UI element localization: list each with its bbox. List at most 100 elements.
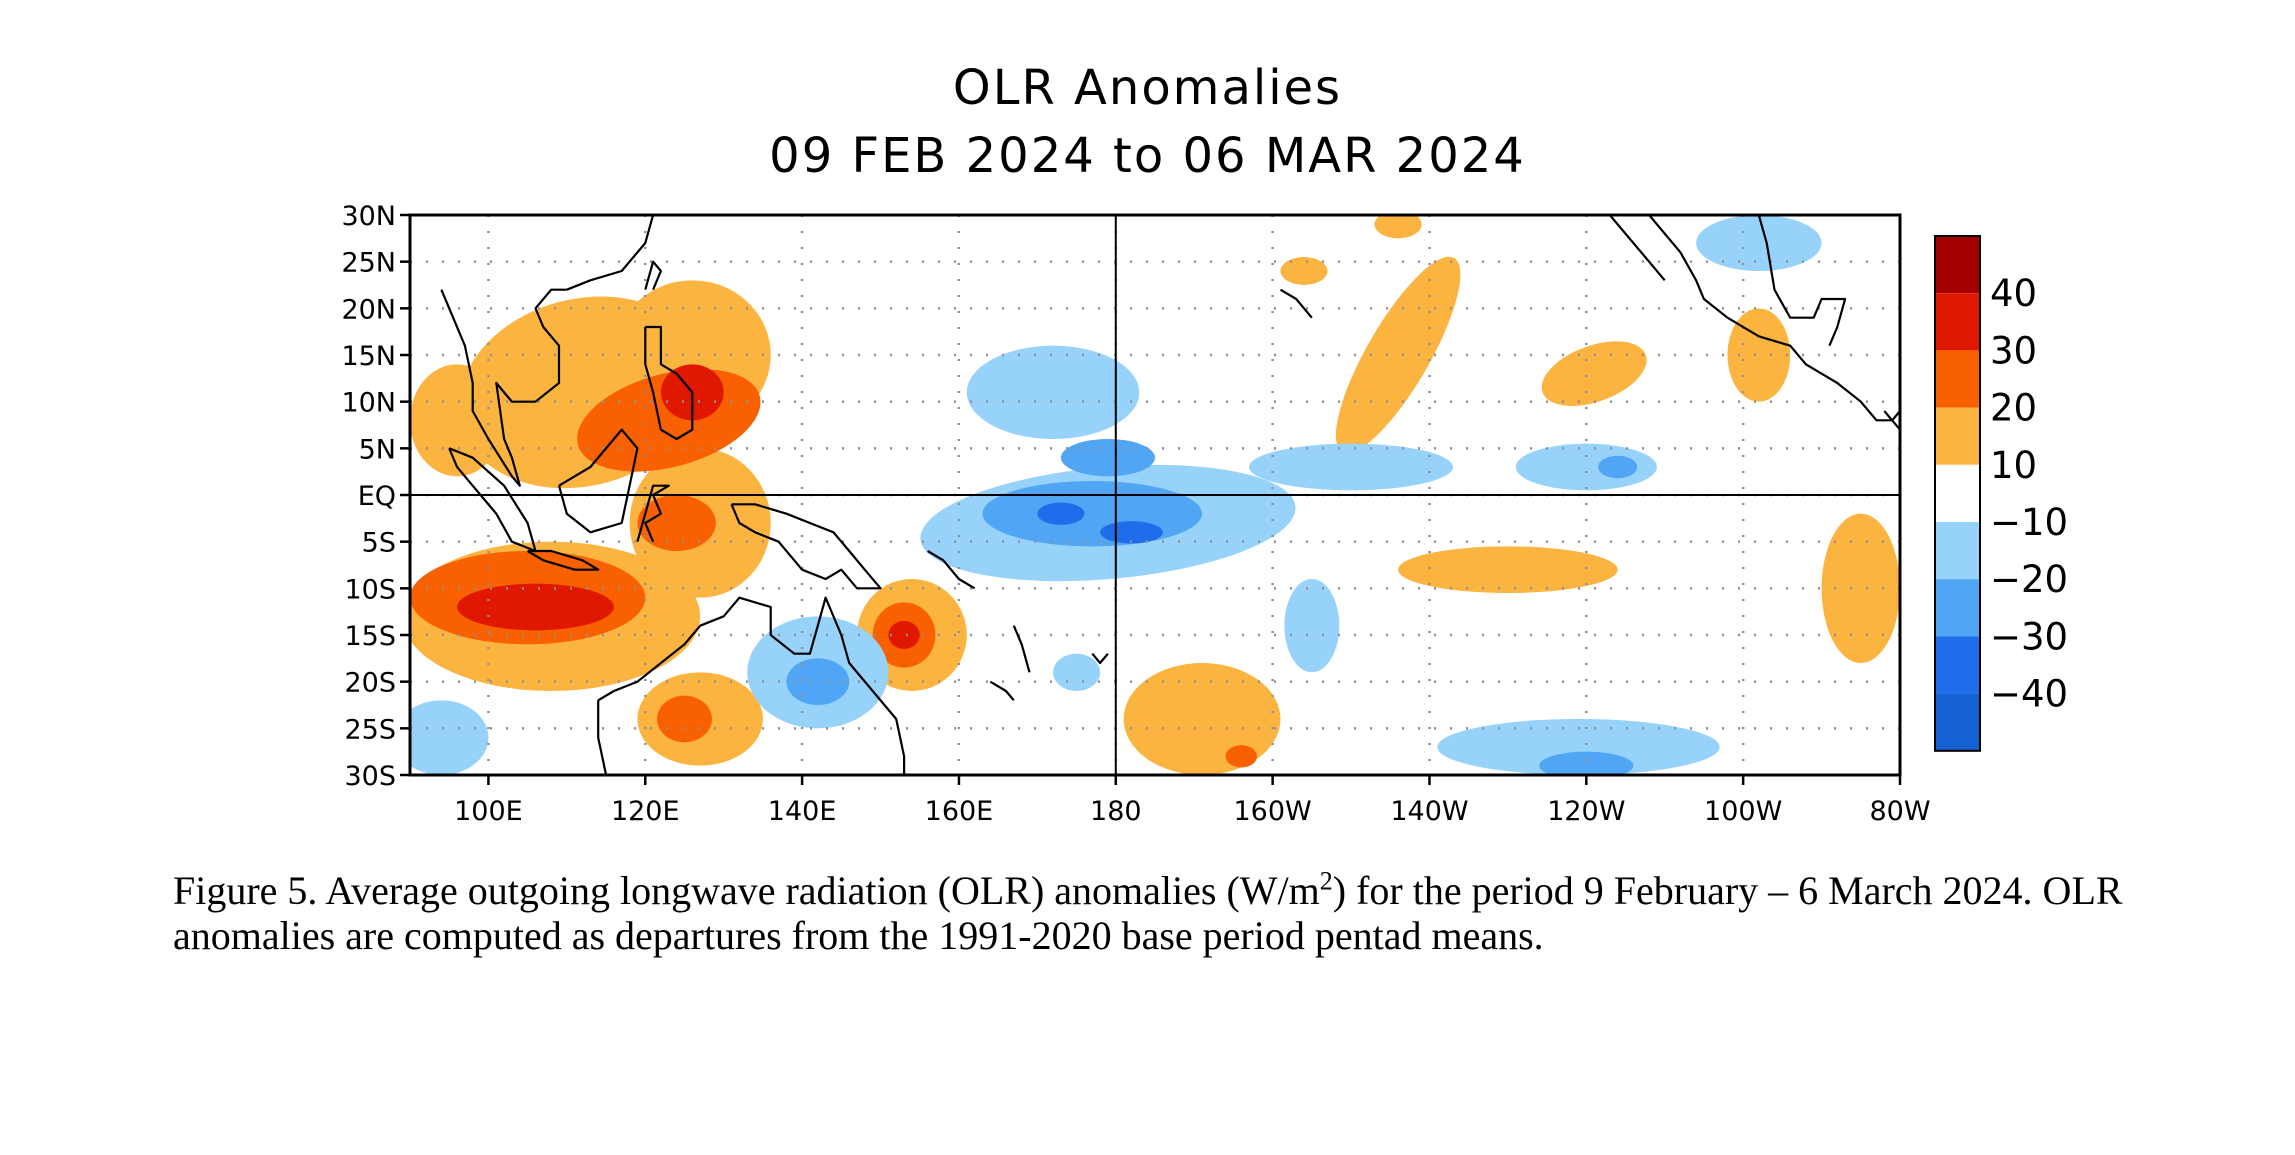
lat-tick-label: 20N — [341, 294, 396, 325]
lat-tick-label: 25N — [341, 248, 396, 279]
anomaly-region-c10 — [1335, 256, 1461, 454]
legend-label: 20 — [1990, 387, 2037, 430]
lon-tick-label: 80W — [1869, 796, 1930, 827]
anomaly-region-c10 — [1123, 663, 1281, 775]
legend-swatch — [1935, 579, 1980, 637]
lon-tick-label: 120E — [611, 796, 680, 827]
coastline-newguinea — [730, 503, 882, 590]
anomaly-region-c10 — [1374, 215, 1422, 239]
reference-lines — [410, 215, 1900, 775]
legend-swatch — [1935, 236, 1980, 294]
anomaly-region-c20 — [637, 495, 716, 551]
legend-frame — [1934, 235, 1981, 752]
anomaly-region-n10 — [1053, 653, 1101, 691]
anomaly-region-n10 — [1515, 443, 1657, 491]
caption-text-2: ) for the period 9 February – 6 March 20… — [173, 868, 2123, 958]
coastline-solomons — [927, 550, 976, 590]
caption-text-1: Figure 5. Average outgoing longwave radi… — [173, 868, 1320, 913]
legend-swatch — [1935, 350, 1980, 408]
coastline-philippines — [644, 325, 694, 441]
legend-label: −10 — [1990, 501, 2068, 544]
coastline-java — [527, 549, 600, 571]
latitude-tick-labels: 30N 25N 20N 15N 10N 5N EQ 5S 10S 15S 20S 25S 30S — [341, 201, 410, 792]
coastline-baja — [1608, 215, 1666, 282]
lat-tick-label: 5S — [362, 528, 396, 559]
coastline-sumatra — [448, 447, 537, 553]
coastline-borneo — [557, 428, 639, 534]
legend-swatch — [1935, 693, 1980, 751]
anomaly-region-n20 — [1060, 439, 1155, 477]
anomaly-region-c10 — [1541, 341, 1647, 406]
color-legend: 40 30 20 10 −10 −20 −30 −40 — [1934, 235, 2068, 752]
anomaly-region-n10 — [1284, 579, 1340, 673]
coastline-fiji — [1091, 652, 1109, 665]
figure-caption: Figure 5. Average outgoing longwave radi… — [173, 868, 2173, 958]
lat-tick-label: 25S — [345, 714, 397, 745]
lon-tick-label: 160W — [1234, 796, 1312, 827]
lon-tick-label: 100E — [454, 796, 523, 827]
map-title: OLR Anomalies — [952, 60, 1343, 116]
anomaly-region-c30 — [457, 583, 614, 631]
coastlines — [440, 215, 1900, 775]
coastline-indochina — [440, 288, 567, 487]
lon-tick-label: 140E — [768, 796, 837, 827]
coastline-hawaii — [1279, 288, 1313, 319]
lon-tick-label: 100W — [1704, 796, 1782, 827]
lon-tick-label: 160E — [925, 796, 994, 827]
legend-swatch — [1935, 293, 1980, 351]
anomaly-region-n20 — [786, 658, 850, 706]
anomaly-region-n30 — [1100, 521, 1163, 544]
lon-tick-label: 120W — [1547, 796, 1625, 827]
lon-tick-label: 140W — [1390, 796, 1468, 827]
legend-swatch — [1935, 636, 1980, 694]
anomaly-region-n10 — [410, 700, 489, 775]
legend-swatch — [1935, 464, 1980, 522]
anomaly-region-n30 — [1037, 502, 1085, 525]
coastline-china — [566, 215, 655, 291]
anomaly-region-c10 — [410, 364, 505, 477]
anomaly-region-n10 — [1249, 443, 1453, 491]
coastline-newcal — [989, 680, 1015, 702]
lat-tick-label: 15S — [345, 621, 397, 652]
lat-tick-label: 15N — [341, 341, 396, 372]
anomaly-region-c20 — [1225, 745, 1257, 768]
anomaly-region-n20 — [1539, 751, 1634, 775]
anomaly-region-c30 — [888, 621, 920, 649]
map-subtitle: 09 FEB 2024 to 06 MAR 2024 — [769, 128, 1526, 184]
coastline-taiwan — [644, 260, 662, 291]
legend-label: −30 — [1990, 615, 2068, 658]
legend-label: 10 — [1990, 444, 2037, 487]
anomaly-region-n10 — [1696, 215, 1822, 271]
lat-tick-label: EQ — [358, 481, 396, 512]
coastline-gulf — [1757, 215, 1847, 347]
anomaly-region-c10 — [1280, 257, 1328, 285]
anomaly-shading — [410, 215, 1900, 775]
lat-tick-label: 10N — [341, 388, 396, 419]
anomaly-region-c10 — [1727, 308, 1791, 402]
coastline-vanuatu — [1012, 625, 1031, 673]
longitude-tick-labels: 100E 120E 140E 160E 180 160W 140W 120W 100W 80W — [454, 775, 1931, 827]
lat-tick-label: 30S — [345, 761, 397, 792]
lat-tick-label: 5N — [359, 434, 396, 465]
lat-tick-label: 30N — [341, 201, 396, 232]
lon-tick-label: 180 — [1090, 796, 1142, 827]
lat-tick-label: 10S — [345, 574, 397, 605]
anomaly-region-c10 — [1821, 513, 1900, 663]
lat-tick-label: 20S — [345, 668, 397, 699]
legend-label: 30 — [1990, 329, 2037, 372]
coastline-australia — [597, 596, 906, 775]
anomaly-region-c20 — [657, 695, 712, 743]
coastline-mexico — [1648, 215, 1900, 422]
olr-anomaly-map: 30N 25N 20N 15N 10N 5N EQ 5S 10S 15S 20S 25S 30S 100… — [341, 201, 2068, 827]
legend-label: −20 — [1990, 558, 2068, 601]
legend-swatch — [1935, 522, 1980, 580]
caption-superscript: 2 — [1319, 866, 1333, 896]
legend-label: −40 — [1990, 673, 2068, 716]
anomaly-region-n20 — [1598, 455, 1638, 479]
anomaly-region-c10 — [1398, 546, 1618, 594]
anomaly-region-n10 — [966, 345, 1140, 440]
coastline-panama-sa — [1883, 410, 1900, 458]
legend-label: 40 — [1990, 272, 2037, 315]
coastline-sulawesi — [636, 484, 670, 543]
anomaly-region-n20 — [982, 481, 1203, 547]
